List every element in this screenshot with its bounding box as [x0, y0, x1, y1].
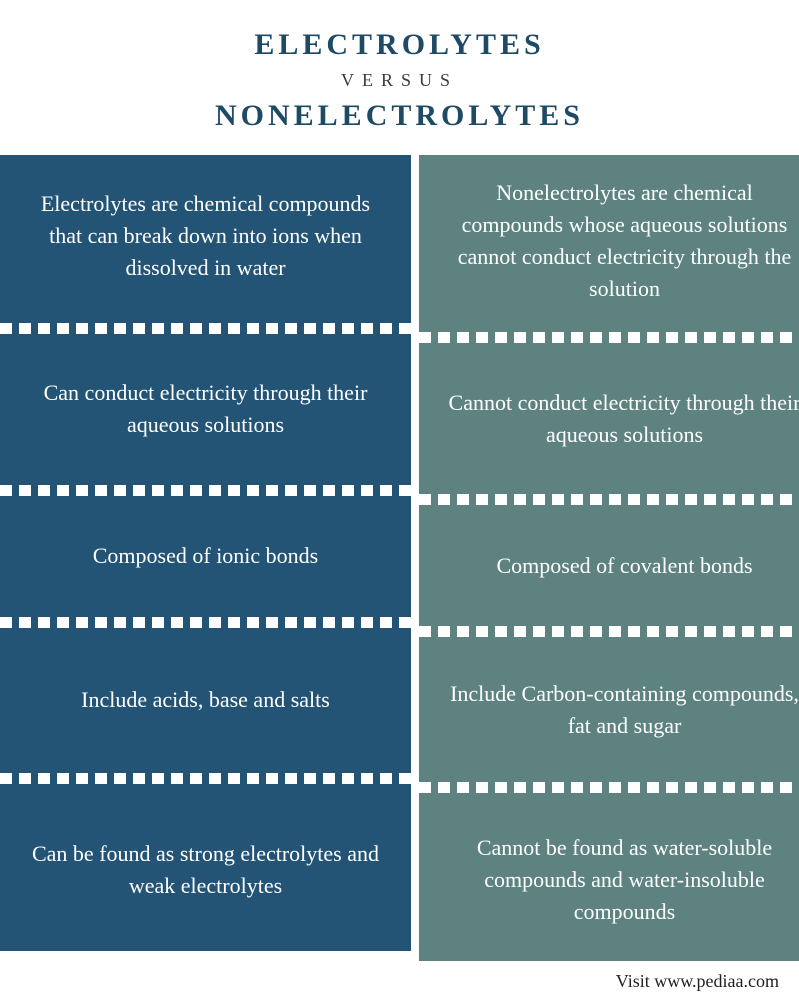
- comparison-cell: Nonelectrolytes are chemical compounds w…: [419, 155, 799, 327]
- title-bottom: NONELECTROLYTES: [20, 99, 779, 133]
- comparison-cell: Electrolytes are chemical compounds that…: [0, 155, 411, 317]
- row-divider: [0, 317, 411, 339]
- header: ELECTROLYTES VERSUS NONELECTROLYTES: [0, 0, 799, 155]
- comparison-infographic: ELECTROLYTES VERSUS NONELECTROLYTES Elec…: [0, 0, 799, 1004]
- comparison-cell: Can be found as strong electrolytes and …: [0, 789, 411, 951]
- row-divider: [0, 479, 411, 501]
- row-divider: [419, 489, 799, 511]
- comparison-cell: Include Carbon-containing compounds, fat…: [419, 643, 799, 777]
- comparison-columns: Electrolytes are chemical compounds that…: [0, 155, 799, 961]
- comparison-cell: Include acids, base and salts: [0, 633, 411, 767]
- comparison-cell: Can conduct electricity through their aq…: [0, 339, 411, 479]
- row-divider: [0, 611, 411, 633]
- comparison-cell: Cannot be found as water-soluble compoun…: [419, 799, 799, 961]
- versus-label: VERSUS: [20, 70, 779, 91]
- comparison-cell: Composed of ionic bonds: [0, 501, 411, 611]
- row-divider: [419, 621, 799, 643]
- right-column: Nonelectrolytes are chemical compounds w…: [419, 155, 799, 961]
- comparison-cell: Composed of covalent bonds: [419, 511, 799, 621]
- row-divider: [419, 777, 799, 799]
- comparison-cell: Cannot conduct electricity through their…: [419, 349, 799, 489]
- row-divider: [0, 767, 411, 789]
- row-divider: [419, 327, 799, 349]
- title-top: ELECTROLYTES: [20, 28, 779, 62]
- footer-credit: Visit www.pediaa.com: [0, 961, 799, 1004]
- left-column: Electrolytes are chemical compounds that…: [0, 155, 411, 961]
